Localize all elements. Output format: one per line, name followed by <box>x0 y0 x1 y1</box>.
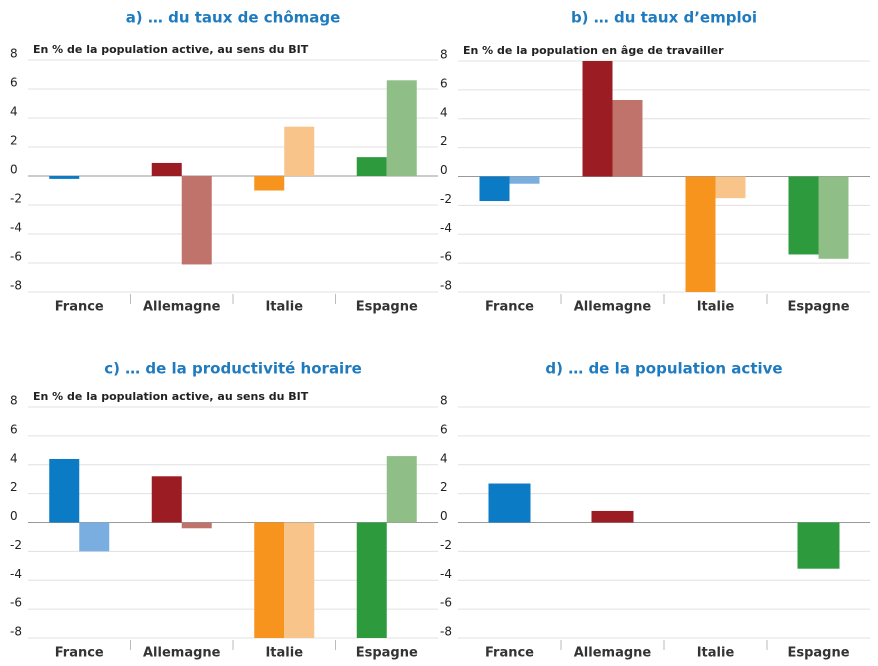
y-tick-label: 8 <box>10 394 18 408</box>
bar <box>509 176 540 184</box>
bar <box>284 522 315 638</box>
x-tick-label: Allemagne <box>143 646 221 661</box>
y-tick-label: -8 <box>10 279 22 293</box>
bar <box>582 61 613 177</box>
y-tick-label: 2 <box>10 480 18 494</box>
x-tick-label: Allemagne <box>143 300 221 315</box>
y-tick-label: 4 <box>10 451 18 465</box>
y-tick-label: 0 <box>440 509 448 523</box>
bar <box>49 458 80 523</box>
x-tick-label: France <box>485 646 534 661</box>
bar <box>254 176 285 191</box>
x-tick-label: Allemagne <box>574 300 652 315</box>
bar <box>386 456 417 523</box>
y-tick-label: -6 <box>440 250 452 264</box>
panel-title: b) … du taux d’emploi <box>571 9 757 27</box>
bar <box>49 176 80 179</box>
y-tick-label: -2 <box>440 192 452 206</box>
y-tick-label: 6 <box>10 76 18 90</box>
bar <box>612 99 643 177</box>
y-tick-label: -6 <box>10 250 22 264</box>
y-tick-label: 0 <box>10 509 18 523</box>
bar <box>797 522 840 569</box>
y-tick-label: 2 <box>440 134 448 148</box>
y-tick-label: -4 <box>440 567 452 581</box>
bar <box>181 522 212 529</box>
x-tick-label: Allemagne <box>574 646 652 661</box>
panel-title: a) … du taux de chômage <box>126 9 341 27</box>
x-tick-label: Espagne <box>787 646 849 661</box>
y-tick-label: -2 <box>10 538 22 552</box>
x-tick-label: France <box>55 300 104 315</box>
y-tick-label: 4 <box>440 451 448 465</box>
bar <box>356 157 387 176</box>
bar <box>818 176 849 259</box>
y-tick-label: -6 <box>10 596 22 610</box>
y-tick-label: 2 <box>440 480 448 494</box>
bar <box>488 483 531 523</box>
panel-subtitle: En % de la population en âge de travaill… <box>463 44 724 57</box>
x-tick-label: France <box>55 646 104 661</box>
bar <box>788 176 819 255</box>
panel-subtitle: En % de la population active, au sens du… <box>33 390 309 403</box>
bar <box>386 80 417 176</box>
panel-title: c) … de la productivité horaire <box>104 360 362 378</box>
y-tick-label: -2 <box>440 538 452 552</box>
y-tick-label: 2 <box>10 134 18 148</box>
bar <box>685 176 716 292</box>
panel-subtitle: En % de la population active, au sens du… <box>33 43 309 56</box>
y-tick-label: -4 <box>10 567 22 581</box>
y-tick-label: 6 <box>10 422 18 436</box>
y-tick-label: 8 <box>440 48 448 62</box>
x-tick-label: Italie <box>265 300 303 315</box>
x-tick-label: Italie <box>265 646 303 661</box>
y-tick-label: -4 <box>440 221 452 235</box>
y-tick-label: -8 <box>10 625 22 639</box>
y-tick-label: -6 <box>440 596 452 610</box>
bar <box>181 176 212 265</box>
x-tick-label: Italie <box>697 300 735 315</box>
bar <box>151 476 182 523</box>
x-tick-label: Espagne <box>356 646 418 661</box>
y-tick-label: -8 <box>440 279 452 293</box>
y-tick-label: 4 <box>10 105 18 119</box>
y-tick-label: -2 <box>10 192 22 206</box>
y-tick-label: 0 <box>440 163 448 177</box>
y-tick-label: 6 <box>440 422 448 436</box>
bar <box>79 522 110 552</box>
x-tick-label: France <box>485 300 534 315</box>
bar <box>254 522 285 638</box>
y-tick-label: 6 <box>440 76 448 90</box>
bar <box>151 162 182 176</box>
bar <box>591 510 634 523</box>
x-tick-label: Espagne <box>787 300 849 315</box>
y-tick-label: 0 <box>10 163 18 177</box>
y-tick-label: 4 <box>440 105 448 119</box>
bar <box>715 176 746 199</box>
bar <box>284 126 315 176</box>
y-tick-label: 8 <box>10 47 18 61</box>
y-tick-label: -4 <box>10 221 22 235</box>
x-tick-label: Espagne <box>356 300 418 315</box>
panel-title: d) … de la population active <box>545 360 782 378</box>
bar <box>479 176 510 202</box>
bar <box>356 522 387 638</box>
y-tick-label: -8 <box>440 625 452 639</box>
x-tick-label: Italie <box>697 646 735 661</box>
y-tick-label: 8 <box>440 394 448 408</box>
